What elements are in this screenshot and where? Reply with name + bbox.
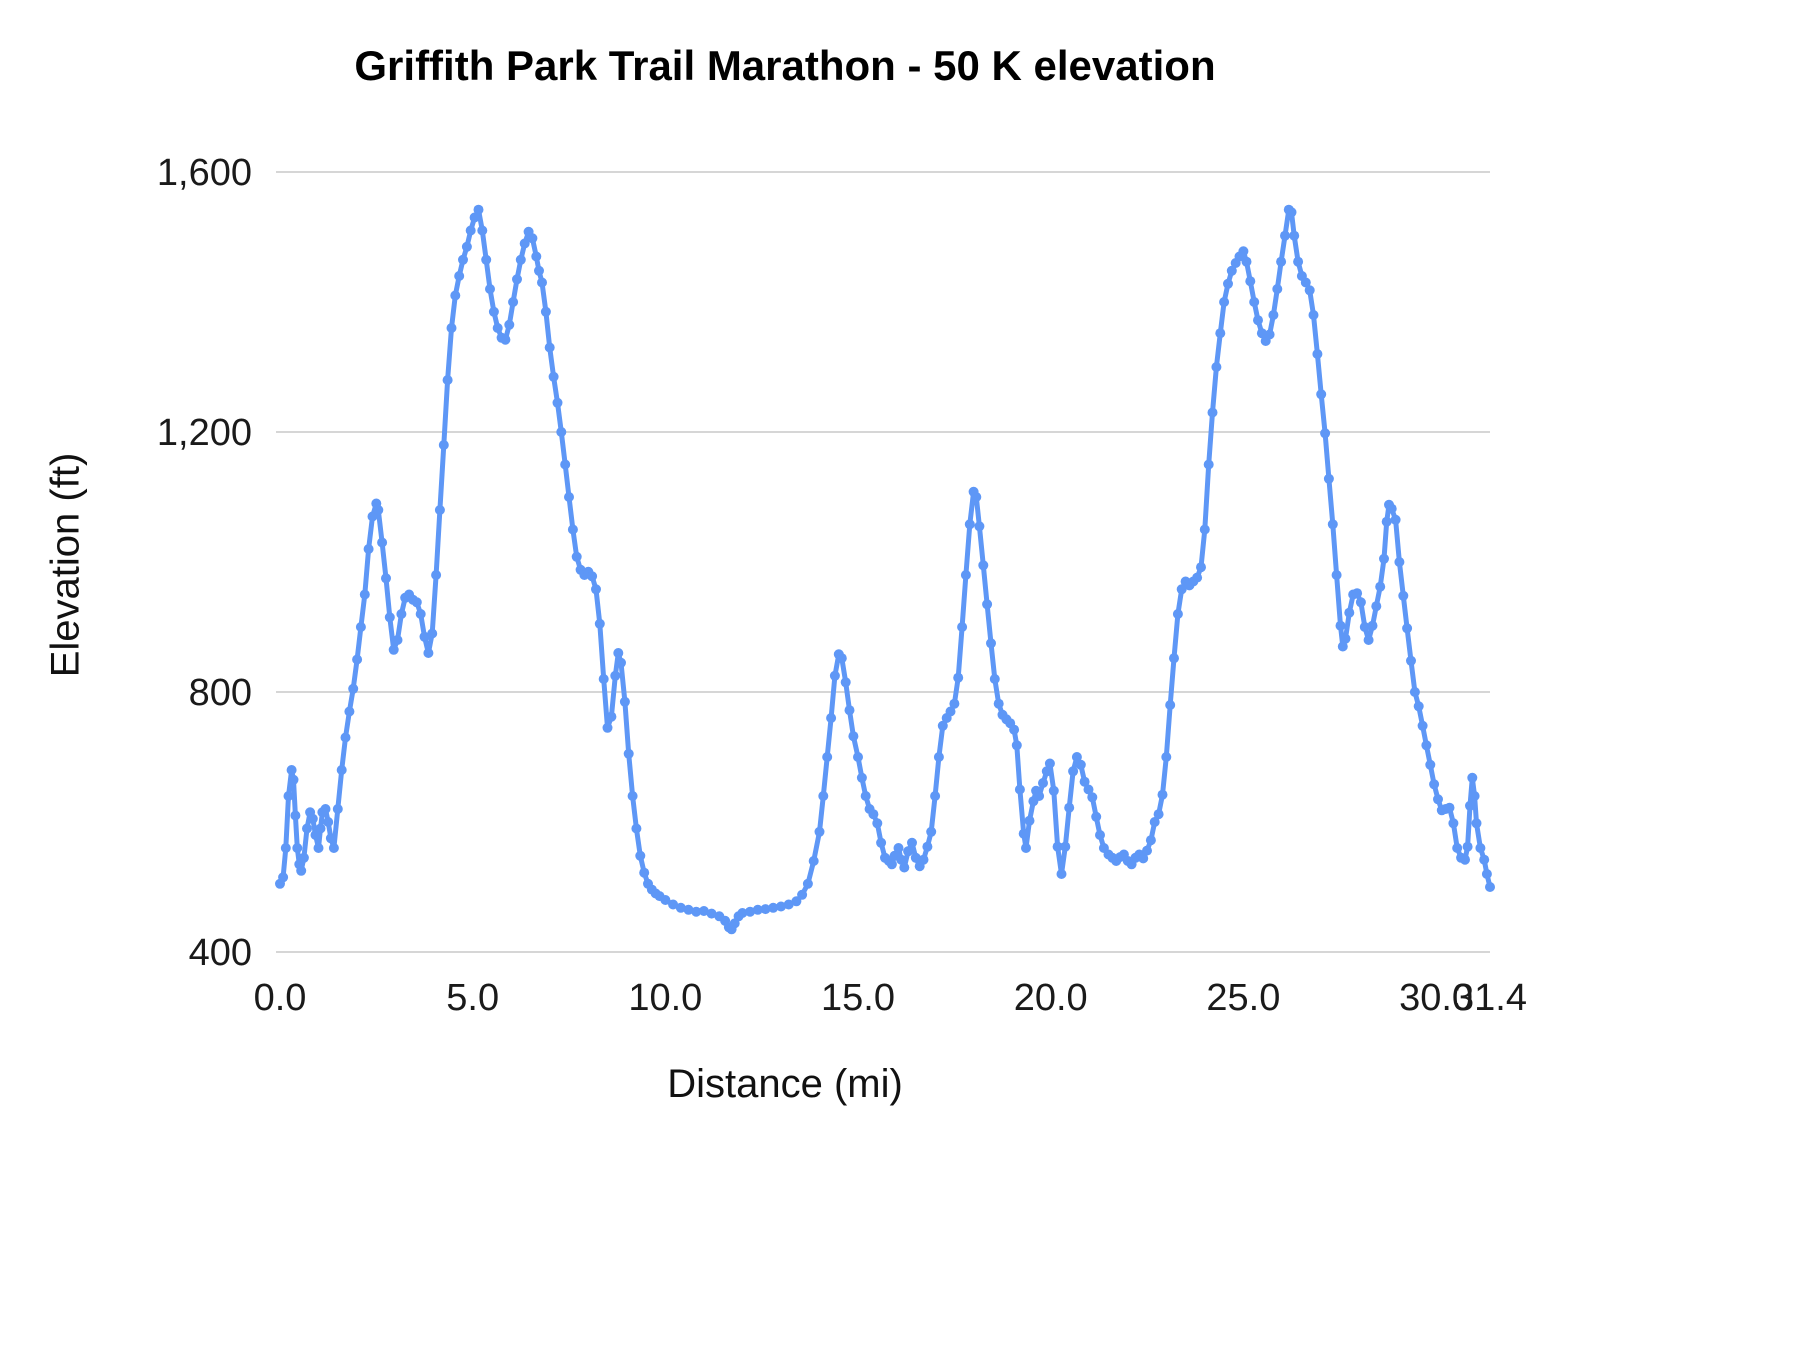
svg-text:5.0: 5.0 <box>446 977 499 1019</box>
svg-text:0.0: 0.0 <box>254 977 307 1019</box>
chart-title: Griffith Park Trail Marathon - 50 K elev… <box>354 42 1216 89</box>
x-tick-labels: 0.0 5.0 10.0 15.0 20.0 25.0 30.031.4 <box>254 977 1527 1019</box>
svg-text:25.0: 25.0 <box>1206 977 1280 1019</box>
svg-text:1,600: 1,600 <box>157 152 252 194</box>
svg-text:10.0: 10.0 <box>628 977 702 1019</box>
svg-text:800: 800 <box>189 672 252 714</box>
y-tick-labels: 400 800 1,200 1,600 <box>157 152 252 974</box>
svg-text:400: 400 <box>189 932 252 974</box>
svg-text:20.0: 20.0 <box>1014 977 1088 1019</box>
svg-text:30.0: 30.0 <box>1399 977 1473 1019</box>
elevation-series <box>275 204 1495 935</box>
svg-text:15.0: 15.0 <box>821 977 895 1019</box>
x-axis-label: Distance (mi) <box>667 1062 903 1106</box>
gridlines <box>276 171 1490 953</box>
svg-text:31.4: 31.4 <box>1453 977 1527 1019</box>
svg-text:1,200: 1,200 <box>157 412 252 454</box>
